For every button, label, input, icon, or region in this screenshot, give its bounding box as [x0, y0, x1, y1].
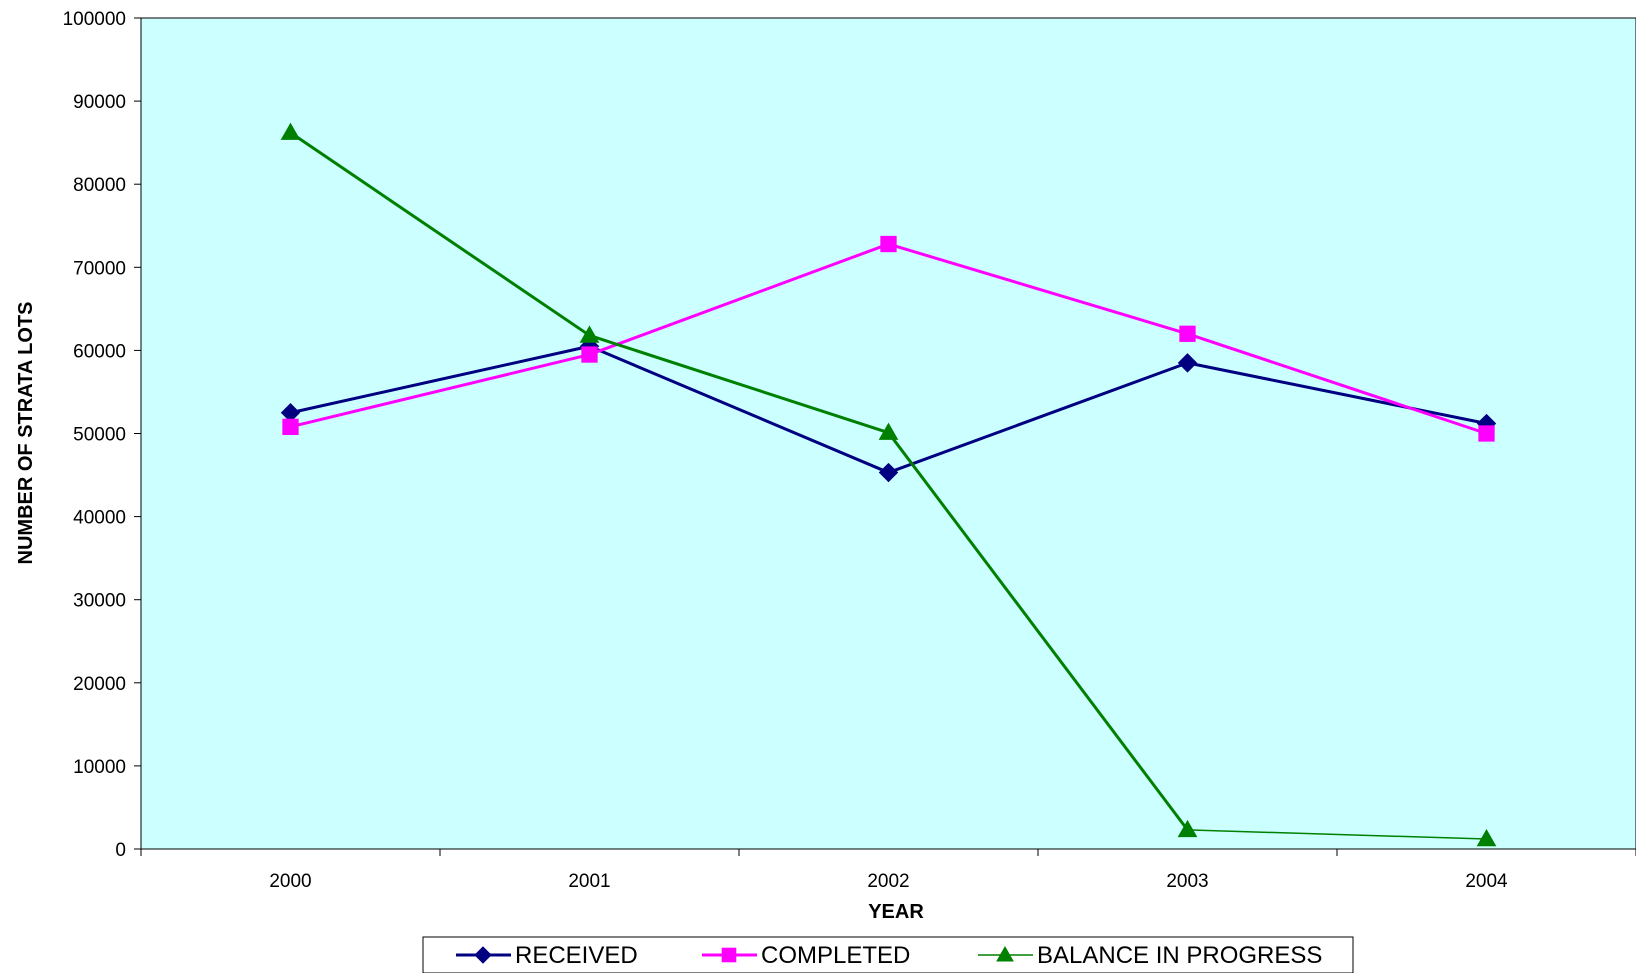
y-tick-label: 0 — [115, 840, 126, 861]
x-tick-label: 2003 — [1166, 871, 1208, 892]
y-tick-label: 70000 — [73, 258, 126, 279]
y-axis-title: NUMBER OF STRATA LOTS — [15, 302, 37, 565]
y-tick-label: 30000 — [73, 591, 126, 612]
legend-label: RECEIVED — [515, 942, 638, 969]
legend-box — [422, 936, 1354, 973]
y-tick-label: 50000 — [73, 425, 126, 446]
x-tick-label: 2004 — [1465, 871, 1508, 892]
triangle-marker — [1476, 829, 1497, 847]
series-received — [280, 336, 1497, 483]
legend-label: BALANCE IN PROGRESS — [1037, 942, 1322, 969]
diamond-marker — [474, 946, 492, 964]
y-tick-label: 10000 — [73, 757, 126, 778]
series-line-segment — [588, 344, 890, 474]
y-tick-label: 80000 — [73, 175, 126, 196]
y-tick-label: 60000 — [73, 341, 126, 362]
triangle-marker — [1177, 819, 1198, 838]
x-tick-label: 2000 — [269, 871, 311, 892]
series-layer — [280, 122, 1497, 847]
y-axis: 0 10000 20000 30000 40000 50000 60000 70000 8000… — [63, 9, 141, 861]
y-tick-label: 40000 — [73, 508, 126, 529]
series-completed — [282, 235, 1495, 442]
triangle-marker — [996, 945, 1014, 962]
x-axis-title: YEAR — [868, 901, 924, 923]
triangle-marker — [579, 325, 600, 343]
legend: RECEIVED COMPLETED BALANCE IN PROGRESS — [422, 936, 1354, 973]
square-marker — [880, 235, 897, 253]
series-balance-in-progress — [280, 122, 1497, 847]
diamond-marker — [1177, 353, 1198, 373]
square-marker — [1478, 425, 1495, 442]
legend-item: RECEIVED — [456, 942, 638, 969]
x-tick-label: 2002 — [867, 871, 909, 892]
legend-item: BALANCE IN PROGRESS — [978, 942, 1322, 969]
series-line-segment — [290, 353, 590, 429]
diamond-marker — [878, 462, 899, 483]
series-line-segment — [1187, 361, 1487, 425]
series-line-segment — [289, 131, 591, 337]
series-line-segment — [1187, 829, 1487, 840]
series-line-segment — [290, 344, 590, 415]
triangle-marker — [280, 122, 301, 140]
y-tick-label: 20000 — [73, 674, 126, 695]
triangle-marker — [878, 422, 899, 440]
square-marker — [721, 947, 737, 963]
x-axis: 2000 2001 2002 2003 2004 — [140, 849, 1636, 892]
series-line-segment — [1187, 332, 1487, 435]
series-line-segment — [588, 242, 890, 356]
square-marker — [581, 346, 598, 363]
square-marker — [282, 418, 299, 436]
legend-item: COMPLETED — [702, 942, 910, 969]
square-marker — [1179, 325, 1196, 342]
y-tick-label: 100000 — [63, 9, 126, 30]
legend-label: COMPLETED — [761, 942, 910, 969]
series-line-segment — [887, 431, 1189, 831]
series-line-segment — [887, 361, 1189, 474]
series-line-segment — [888, 242, 1188, 336]
x-tick-label: 2001 — [568, 871, 610, 892]
series-line-segment — [589, 334, 889, 435]
y-tick-label: 90000 — [73, 92, 126, 113]
